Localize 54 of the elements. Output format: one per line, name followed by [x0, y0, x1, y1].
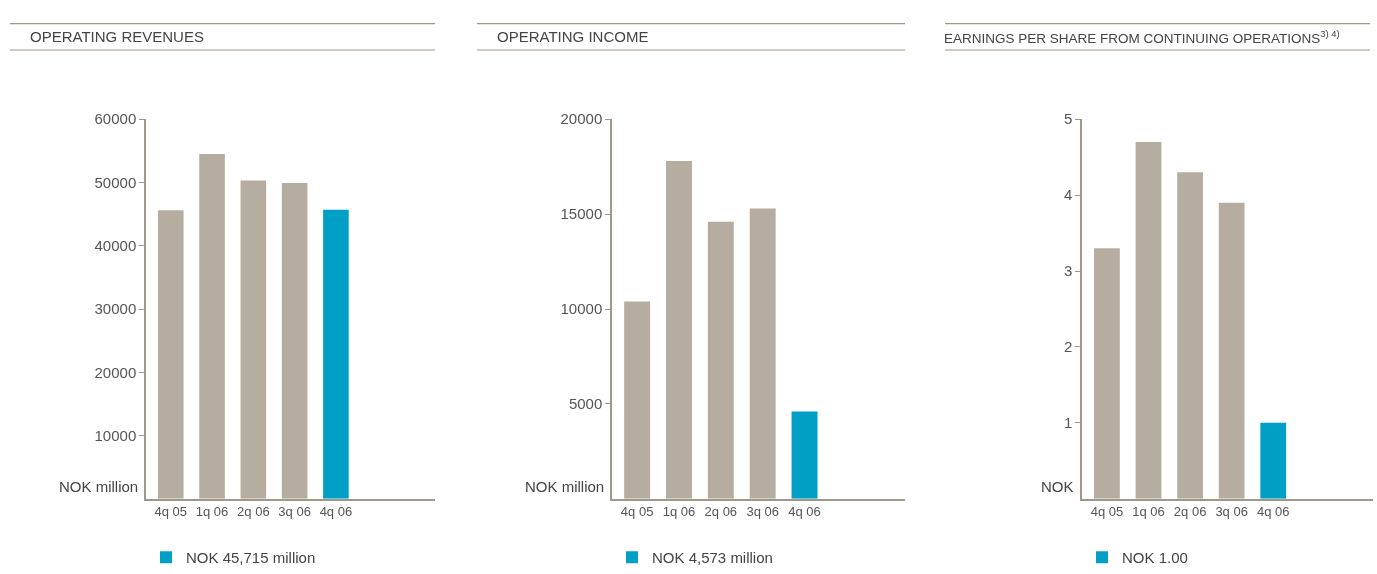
- bar: [199, 154, 225, 499]
- x-tick-label: 2q 06: [237, 504, 270, 520]
- y-tick-label: 15000: [560, 205, 603, 223]
- x-tick-label: 2q 06: [1173, 504, 1207, 520]
- x-tick-label: 1q 06: [195, 504, 229, 520]
- bar: [749, 208, 776, 499]
- y-tick-label: 20000: [560, 110, 603, 128]
- y-tick-label: 40000: [94, 236, 137, 254]
- y-tick-label: 30000: [94, 300, 137, 318]
- x-tick-label: 4q 05: [620, 504, 654, 520]
- bar: [323, 209, 349, 499]
- y-tick-label: 2: [1063, 338, 1073, 356]
- y-tick-label: 5000: [568, 395, 603, 413]
- x-tick-label: 2q 06: [704, 504, 738, 520]
- bar: [1094, 248, 1120, 499]
- bar: [1218, 202, 1245, 499]
- chart-title: EARNINGS PER SHARE FROM CONTINUING OPERATIONS$^{3) 4)}$: [944, 28, 1340, 46]
- x-tick-label: 4q 06: [1256, 504, 1290, 520]
- bar: [666, 160, 692, 499]
- chart-title: OPERATING REVENUES: [30, 28, 204, 45]
- x-tick-label: 1q 06: [1132, 504, 1165, 520]
- x-tick-label: 3q 06: [746, 504, 779, 520]
- x-tick-label: 3q 06: [1215, 504, 1248, 520]
- legend-label: NOK 1.00: [1122, 549, 1188, 567]
- y-tick-label: 3: [1063, 262, 1073, 280]
- y-tick-label: 4: [1063, 186, 1073, 204]
- x-tick-label: 4q 05: [154, 504, 188, 520]
- x-tick-label: 4q 06: [788, 504, 821, 520]
- bar: [1135, 142, 1162, 499]
- bar: [240, 180, 267, 499]
- y-tick-label: 5: [1063, 110, 1073, 128]
- legend-label: NOK 4,573 million: [652, 549, 773, 567]
- bar: [1260, 422, 1287, 499]
- y-axis-title: NOK million: [525, 478, 605, 495]
- y-tick-label: 1: [1063, 414, 1073, 432]
- y-axis-title: NOK: [1041, 478, 1074, 495]
- x-tick-label: 4q 06: [319, 504, 353, 520]
- bar: [791, 411, 818, 499]
- bar: [1177, 172, 1203, 499]
- bar: [281, 183, 308, 499]
- legend-label: NOK 45,715 million: [186, 549, 316, 567]
- bar: [624, 301, 651, 499]
- y-tick-label: 10000: [560, 300, 603, 318]
- bar: [707, 221, 734, 499]
- y-tick-label: 20000: [94, 363, 137, 381]
- y-axis-title: NOK million: [59, 478, 139, 495]
- bar: [157, 210, 184, 499]
- x-tick-label: 1q 06: [662, 504, 696, 520]
- x-tick-label: 3q 06: [278, 504, 311, 520]
- y-tick-label: 10000: [94, 426, 137, 444]
- chart-title: OPERATING INCOME: [497, 28, 649, 45]
- x-tick-label: 4q 05: [1090, 504, 1124, 520]
- y-tick-label: 50000: [94, 173, 137, 191]
- y-tick-label: 60000: [94, 110, 137, 128]
